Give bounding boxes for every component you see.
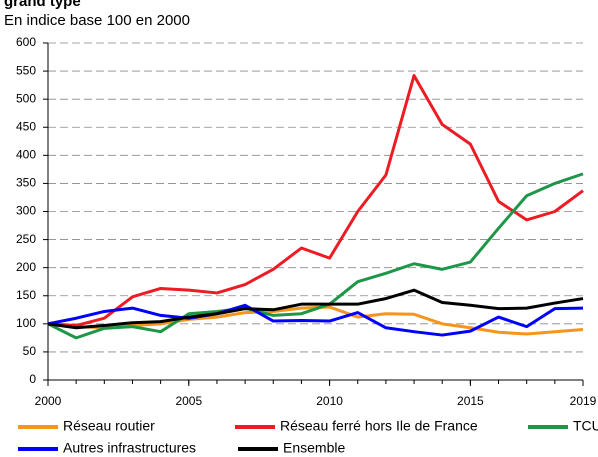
y-tick-label: 450 [16, 119, 36, 133]
y-tick-label: 350 [16, 176, 36, 190]
legend-label: Autres infrastructures [63, 440, 196, 456]
series-line [47, 288, 584, 330]
x-tick-label: 2000 [35, 394, 62, 408]
y-tick-label: 550 [16, 63, 36, 77]
y-tick-label: 100 [16, 316, 36, 330]
y-tick-label: 200 [16, 260, 36, 274]
y-tick-label: 150 [16, 288, 36, 302]
series-line [47, 74, 584, 328]
x-tick-label: 2015 [457, 394, 484, 408]
y-tick-label: 50 [23, 344, 37, 358]
y-tick-label: 0 [29, 372, 36, 386]
y-tick-label: 500 [16, 91, 36, 105]
y-tick-label: 400 [16, 148, 36, 162]
y-tick-label: 250 [16, 232, 36, 246]
legend-label: Réseau ferré hors Ile de France [280, 418, 478, 434]
legend-label: Ensemble [283, 440, 345, 456]
y-tick-label: 600 [16, 35, 36, 49]
x-tick-label: 2010 [316, 394, 343, 408]
legend-label: Réseau routier [63, 418, 155, 434]
legend-label: TCU [573, 418, 598, 434]
chart-subtitle: En indice base 100 en 2000 [4, 12, 190, 29]
x-tick-label: 2019 [570, 394, 597, 408]
series-line [47, 303, 584, 337]
x-tick-label: 2005 [175, 394, 202, 408]
chart-title: grand type [4, 0, 81, 10]
series-line [47, 172, 584, 340]
y-tick-label: 300 [16, 204, 36, 218]
